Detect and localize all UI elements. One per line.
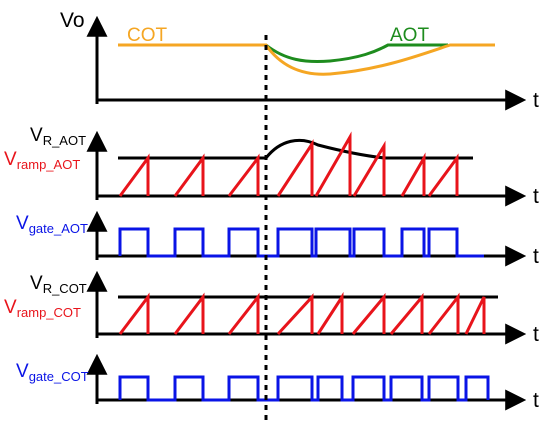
vo-panel: Vo t COT AOT — [60, 9, 539, 112]
vo-axis-label: Vo — [60, 9, 85, 32]
ramp-aot-waveform — [118, 131, 459, 197]
gate-aot-panel: t Vgate_AOT — [16, 210, 539, 268]
gate-aot-time-label: t — [533, 245, 539, 268]
ramp-aot-tooth-2 — [173, 153, 205, 197]
gate-cot-time-label: t — [533, 389, 539, 412]
ramp-cot-tooth-9 — [464, 296, 486, 335]
aot-vo-curve — [265, 43, 448, 64]
ramp-cot-tooth-2 — [173, 292, 205, 335]
gate-aot-waveform — [118, 227, 484, 258]
cot-vo-curve — [118, 43, 495, 76]
ramp-aot-tooth-1 — [118, 153, 150, 197]
v-gate-cot-label: Vgate_COT — [16, 361, 89, 384]
v-ramp-cot-label: Vramp_COT — [4, 297, 81, 320]
v-r-aot-label: VR_AOT — [30, 125, 86, 148]
cot-legend-label: COT — [127, 25, 168, 46]
ramp-cot-time-label: t — [533, 323, 539, 346]
ramp-aot-tooth-6 — [352, 140, 386, 197]
v-r-aot-reference-line — [118, 138, 473, 160]
gate-cot-waveform — [118, 375, 490, 402]
v-ramp-aot-label: Vramp_AOT — [4, 149, 80, 172]
ramp-aot-tooth-5 — [314, 131, 352, 197]
v-r-cot-label: VR_COT — [30, 273, 87, 296]
ramp-cot-waveform — [118, 291, 486, 336]
ramp-cot-tooth-1 — [118, 292, 150, 335]
ramp-cot-tooth-4 — [276, 293, 314, 336]
ramp-cot-tooth-7 — [389, 292, 424, 335]
ramp-aot-tooth-4 — [276, 138, 314, 197]
ramp-aot-time-label: t — [533, 185, 539, 208]
ramp-aot-panel: t VR_AOT Vramp_AOT — [4, 125, 539, 208]
ramp-cot-tooth-3 — [227, 292, 260, 335]
ramp-cot-tooth-5 — [316, 291, 344, 335]
ramp-aot-tooth-3 — [227, 153, 260, 197]
ramp-cot-tooth-6 — [351, 292, 386, 335]
vo-time-label: t — [533, 89, 539, 112]
gate-cot-panel: t Vgate_COT — [16, 353, 539, 412]
ramp-aot-tooth-7 — [400, 152, 426, 197]
ramp-aot-tooth-8 — [427, 153, 459, 197]
v-gate-aot-label: Vgate_AOT — [16, 213, 88, 236]
aot-legend-label: AOT — [390, 25, 429, 46]
ramp-cot-tooth-8 — [427, 292, 460, 335]
ramp-cot-panel: t VR_COT Vramp_COT — [4, 270, 539, 346]
